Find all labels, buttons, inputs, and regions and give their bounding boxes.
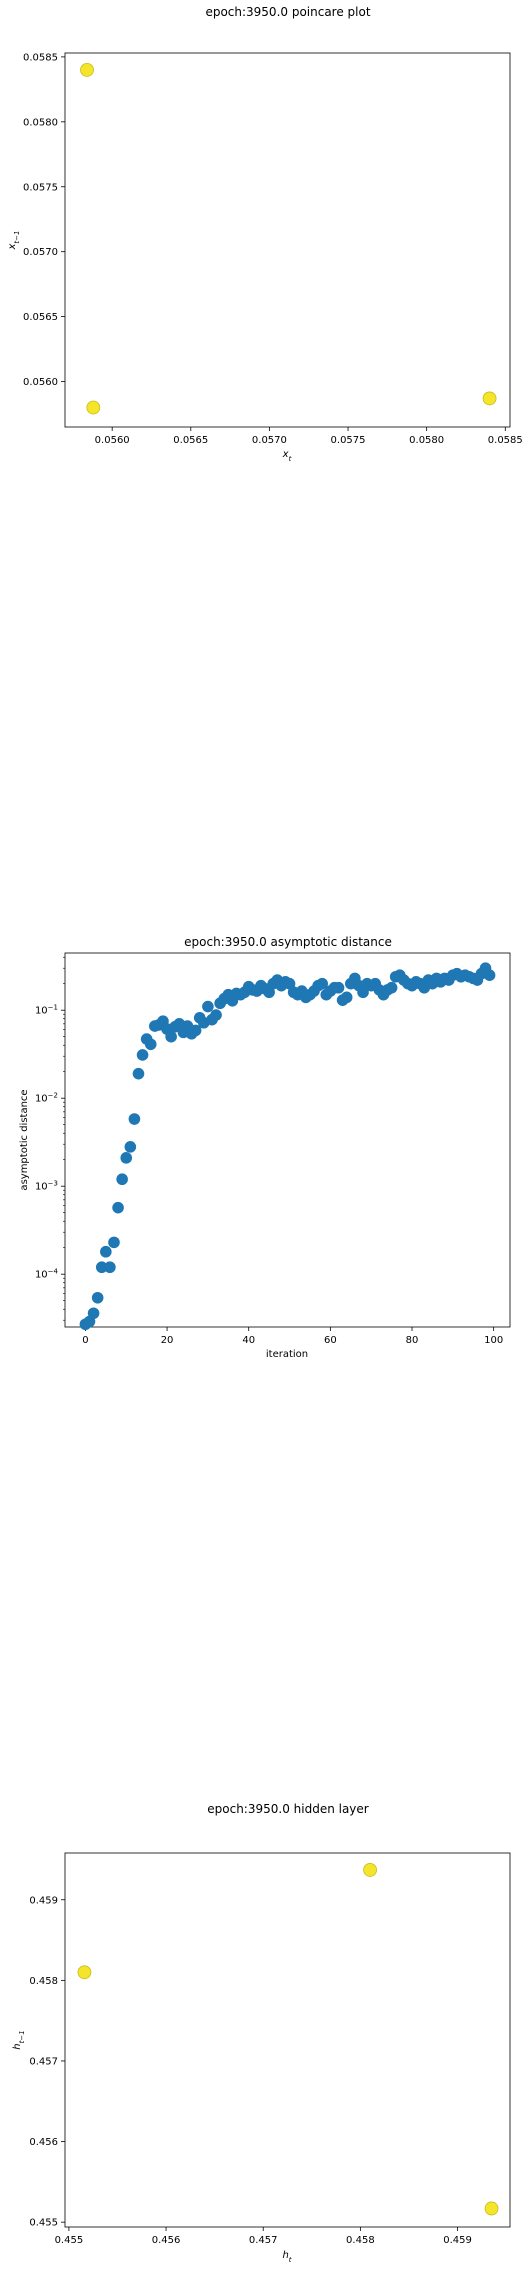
x-tick-label: 0.0560: [95, 435, 130, 446]
data-point: [91, 1291, 104, 1304]
asymptotic-y-ticks: 10−4 10−3 10−2 10−1: [35, 956, 65, 1321]
data-point: [144, 1038, 157, 1051]
asymptotic-title: epoch:3950.0 asymptotic distance: [184, 935, 392, 949]
x-tick-label: 0.0575: [331, 435, 366, 446]
y-tick-label: 0.456: [29, 2137, 58, 2148]
x-tick-label: 0.0580: [409, 435, 444, 446]
y-tick-label: 0.459: [29, 1895, 58, 1906]
y-tick-label: 0.457: [29, 2056, 58, 2067]
x-tick-label: 0: [82, 1335, 88, 1346]
hidden-points: [77, 1863, 499, 2216]
x-tick-label: 0.456: [152, 2235, 181, 2246]
y-tick-label: 0.455: [29, 2218, 58, 2229]
data-point: [112, 1201, 124, 1214]
poincare-points: [80, 62, 497, 415]
data-point: [77, 1965, 92, 1980]
data-point: [385, 981, 398, 994]
hidden-panel: epoch:3950.0 hidden layer 0.455 0.456 0.45…: [12, 1802, 511, 2264]
x-tick-label: 0.457: [249, 2235, 278, 2246]
y-tick-label: 0.0565: [23, 312, 58, 323]
poincare-x-ticks: 0.0560 0.0565 0.0570 0.0575 0.0580 0.0585: [95, 427, 523, 446]
data-point: [484, 2201, 499, 2216]
hidden-y-ticks: 0.455 0.456 0.457 0.458 0.459: [29, 1895, 65, 2229]
data-point: [100, 1245, 112, 1258]
hidden-y-label: ht−1: [12, 2030, 26, 2049]
y-tick-label: 0.0560: [23, 377, 58, 388]
y-tick-label: 10−1: [35, 1004, 58, 1017]
data-point: [128, 1113, 141, 1125]
x-tick-label: 0.0565: [173, 435, 208, 446]
x-tick-label: 0.0570: [252, 435, 287, 446]
y-tick-label: 0.0585: [23, 52, 58, 63]
asymptotic-x-label: iteration: [266, 1349, 308, 1360]
x-tick-label: 0.459: [443, 2235, 472, 2246]
data-point: [202, 1000, 214, 1013]
poincare-title: epoch:3950.0 poincare plot: [205, 5, 370, 19]
data-point: [210, 1009, 222, 1021]
data-point: [86, 400, 101, 415]
y-tick-label: 10−3: [35, 1180, 58, 1193]
data-point: [136, 1049, 149, 1061]
hidden-title: epoch:3950.0 hidden layer: [207, 1802, 369, 1816]
x-tick-label: 60: [324, 1335, 337, 1346]
data-point: [340, 991, 353, 1004]
asymptotic-y-label: asymptotic distance: [19, 1089, 30, 1190]
data-point: [482, 391, 497, 406]
y-tick-label: 0.458: [29, 1976, 58, 1987]
data-point: [87, 1307, 100, 1320]
y-tick-label: 0.0575: [23, 182, 58, 193]
x-tick-label: 0.0585: [488, 435, 523, 446]
data-point: [165, 1030, 177, 1043]
data-point: [80, 62, 94, 77]
poincare-x-label: xt: [282, 449, 292, 463]
y-tick-label: 0.0570: [23, 247, 58, 258]
data-point: [132, 1067, 145, 1080]
asymptotic-points: [79, 962, 496, 1331]
data-point: [95, 1261, 108, 1274]
poincare-y-label: xt−1: [7, 231, 21, 251]
poincare-y-ticks: 0.0560 0.0565 0.0570 0.0575 0.0580 0.0585: [23, 52, 65, 388]
x-tick-label: 80: [406, 1335, 419, 1346]
data-point: [189, 1024, 202, 1037]
hidden-x-ticks: 0.455 0.456 0.457 0.458 0.459: [55, 2227, 472, 2246]
x-tick-label: 0.455: [55, 2235, 84, 2246]
x-tick-label: 40: [242, 1335, 255, 1346]
data-point: [483, 969, 496, 981]
data-point: [332, 981, 345, 994]
data-point: [124, 1141, 137, 1153]
asymptotic-plot-area: [64, 952, 511, 1328]
x-tick-label: 0.458: [346, 2235, 375, 2246]
asymptotic-panel: epoch:3950.0 asymptotic distance 0 20 40 60…: [19, 935, 511, 1360]
data-point: [316, 977, 329, 990]
data-point: [104, 1261, 116, 1274]
hidden-x-label: ht: [282, 2250, 291, 2264]
x-tick-label: 100: [484, 1335, 503, 1346]
asymptotic-x-ticks: 0 20 40 60 80 100: [82, 1327, 503, 1346]
poincare-plot-area: [64, 52, 511, 428]
x-tick-label: 20: [161, 1335, 174, 1346]
data-point: [120, 1152, 133, 1164]
y-tick-label: 0.0580: [23, 117, 58, 128]
poincare-panel: epoch:3950.0 poincare plot 0.0560 0.0565 0…: [7, 5, 523, 463]
y-tick-label: 10−4: [35, 1268, 59, 1281]
hidden-plot-area: [64, 1852, 511, 2228]
data-point: [108, 1236, 120, 1249]
data-point: [116, 1173, 128, 1186]
data-point: [363, 1863, 377, 1877]
y-tick-label: 10−2: [35, 1092, 58, 1105]
